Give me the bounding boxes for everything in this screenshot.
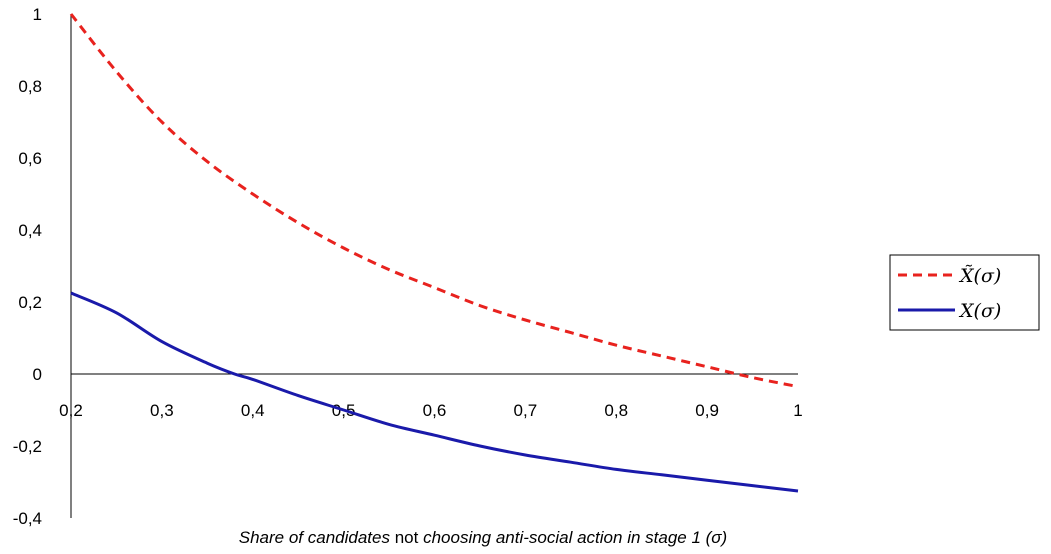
y-tick-label: 0 — [33, 365, 42, 384]
x-axis-label: Share of candidates not choosing anti-so… — [239, 528, 727, 547]
legend: X̃(σ) X(σ) — [889, 254, 1040, 331]
y-tick-label: 1 — [33, 5, 42, 24]
x-tick-label: 0,6 — [423, 401, 447, 420]
y-tick-label: 0,4 — [18, 221, 42, 240]
y-tick-label: 0,2 — [18, 293, 42, 312]
x-tick-label: 1 — [793, 401, 802, 420]
legend-box — [889, 254, 1040, 331]
series-line-xtilde — [69, 13, 799, 389]
series-line-x — [70, 291, 799, 493]
series-layer — [69, 13, 799, 493]
y-tick-label: 0,6 — [18, 149, 42, 168]
legend-label-xtilde: X̃(σ) — [958, 265, 1001, 287]
x-tick-label: 0,9 — [695, 401, 719, 420]
x-tick-label: 0,4 — [241, 401, 265, 420]
x-tick-label: 0,3 — [150, 401, 174, 420]
legend-label-x: X(σ) — [958, 300, 1001, 322]
x-tick-label: 0,8 — [604, 401, 628, 420]
y-axis-ticks: 1 0,8 0,6 0,4 0,2 0 -0,2 -0,4 — [13, 5, 42, 528]
y-tick-label: 0,8 — [18, 77, 42, 96]
x-axis-label-part: choosing anti-social action in stage 1 (… — [423, 528, 727, 547]
y-tick-label: -0,4 — [13, 509, 42, 528]
x-tick-label: 0,7 — [514, 401, 538, 420]
x-axis-ticks: 0,2 0,3 0,4 0,5 0,6 0,7 0,8 0,9 1 — [59, 401, 803, 420]
y-tick-label: -0,2 — [13, 437, 42, 456]
x-axis-label-part: Share of candidates — [239, 528, 391, 547]
x-axis-label-part: not — [390, 528, 423, 547]
